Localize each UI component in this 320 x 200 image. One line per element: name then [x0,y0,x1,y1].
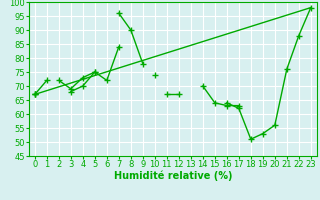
X-axis label: Humidité relative (%): Humidité relative (%) [114,171,232,181]
